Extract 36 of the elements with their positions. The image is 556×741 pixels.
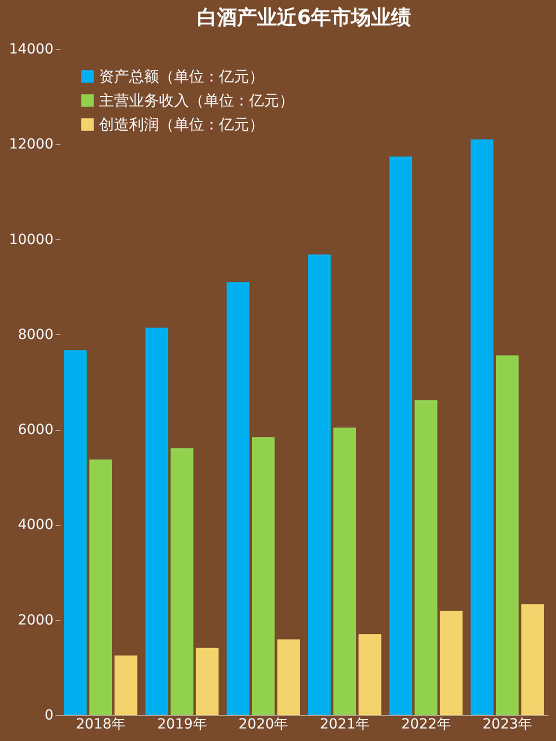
- y-tick-label: 8000: [18, 326, 54, 343]
- x-tick-label: 2020年: [238, 716, 288, 732]
- bar: [333, 428, 356, 715]
- bar: [308, 254, 331, 715]
- x-tick-label: 2023年: [482, 716, 532, 732]
- x-tick-label: 2022年: [401, 716, 451, 732]
- bar: [226, 282, 250, 715]
- x-tick-label: 2018年: [76, 716, 126, 732]
- bar: [440, 610, 463, 715]
- bar: [170, 448, 194, 715]
- y-tick-label: 14000: [8, 42, 54, 58]
- legend-label: 创造利润（单位：亿元）: [99, 116, 264, 134]
- legend-label: 资产总额（单位：亿元）: [99, 68, 264, 86]
- y-tick-label: 4000: [18, 517, 54, 534]
- bar: [145, 328, 168, 715]
- bar: [64, 350, 87, 715]
- x-tick-label: 2021年: [320, 716, 370, 732]
- bar: [358, 634, 382, 715]
- bar: [521, 604, 544, 715]
- y-tick-label: 10000: [8, 232, 54, 248]
- y-tick-label: 6000: [18, 422, 54, 438]
- y-tick-label: 12000: [8, 136, 54, 153]
- bar: [114, 656, 138, 715]
- legend-label: 主营业务收入（单位：亿元）: [99, 92, 294, 110]
- bar: [252, 437, 275, 715]
- bar: [414, 400, 438, 715]
- bar: [89, 460, 112, 715]
- bar: [496, 355, 519, 715]
- x-tick-label: 2019年: [157, 716, 207, 732]
- bar: [389, 156, 412, 715]
- bar: [196, 648, 219, 715]
- bar: [470, 139, 494, 715]
- y-tick-label: 0: [44, 708, 54, 724]
- y-tick-label: 2000: [18, 612, 54, 628]
- chart-title: 白酒产业近6年市场业绩: [197, 5, 411, 29]
- bar: [277, 639, 300, 715]
